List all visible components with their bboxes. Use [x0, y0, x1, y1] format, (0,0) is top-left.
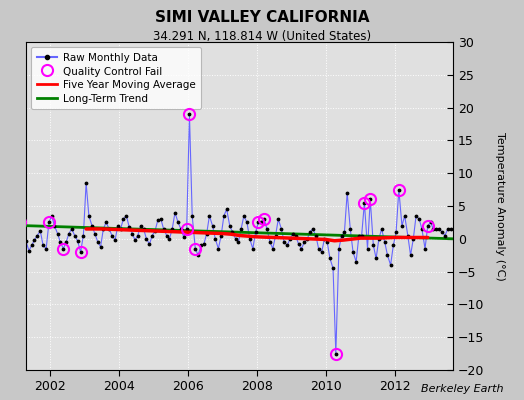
Y-axis label: Temperature Anomaly (°C): Temperature Anomaly (°C)	[495, 132, 505, 280]
Text: SIMI VALLEY CALIFORNIA: SIMI VALLEY CALIFORNIA	[155, 10, 369, 25]
Text: 34.291 N, 118.814 W (United States): 34.291 N, 118.814 W (United States)	[153, 30, 371, 43]
Legend: Raw Monthly Data, Quality Control Fail, Five Year Moving Average, Long-Term Tren: Raw Monthly Data, Quality Control Fail, …	[31, 47, 201, 110]
Text: Berkeley Earth: Berkeley Earth	[421, 384, 503, 394]
